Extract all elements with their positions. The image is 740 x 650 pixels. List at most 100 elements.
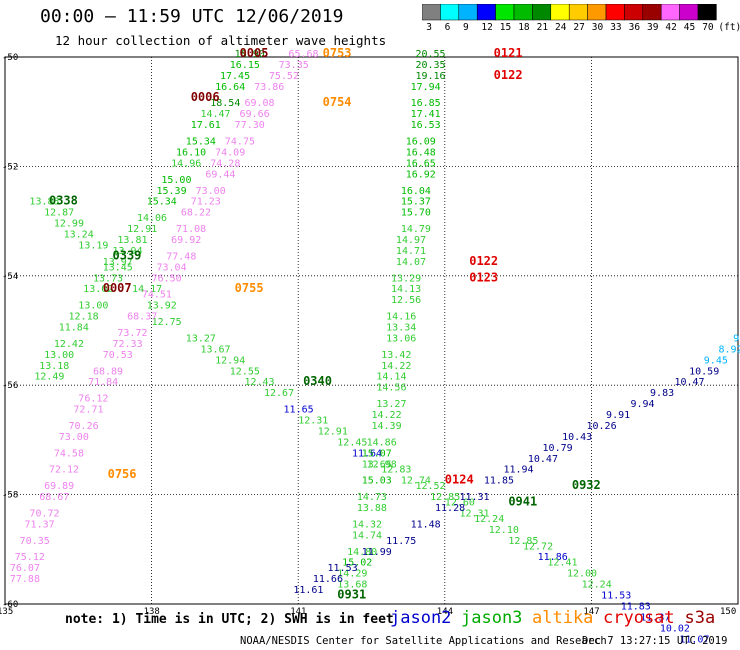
swh-value: 15.34: [186, 137, 216, 148]
swh-value: 14.56: [376, 383, 406, 394]
swh-value: 14.73: [357, 492, 387, 503]
colorbar: [422, 4, 717, 21]
lon-label: 135: [0, 607, 13, 617]
swh-value: 14.97: [396, 235, 426, 246]
swh-value: 14.74: [352, 530, 382, 541]
swh-value: 13.27: [376, 399, 406, 410]
swh-value: 16.10: [176, 147, 206, 158]
swh-value: 12.72: [523, 541, 553, 552]
swh-value: 17.61: [191, 120, 221, 131]
swh-value: 77.48: [166, 251, 196, 262]
swh-value: 11.66: [313, 574, 343, 585]
lat-label: -50: [2, 53, 18, 63]
swh-value: 73.72: [117, 328, 147, 339]
swh-value: 75.12: [15, 552, 45, 563]
lat-label: -52: [2, 162, 18, 172]
swh-value: 72.33: [113, 339, 143, 350]
swh-value: 71.08: [176, 224, 206, 235]
pass-time-label: 0122: [494, 68, 523, 82]
colorbar-label-27: 27: [573, 22, 585, 33]
swh-value: 15.03: [362, 476, 392, 487]
swh-value: 77.30: [235, 120, 265, 131]
swh-value: 12.99: [54, 219, 84, 230]
swh-value: 14.07: [396, 257, 426, 268]
pass-time-label: 0123: [469, 270, 498, 284]
swh-value: 69.08: [244, 98, 274, 109]
pass-time-label: 0754: [323, 95, 352, 109]
swh-value: 73.00: [59, 432, 89, 443]
swh-value: 10.47: [674, 377, 704, 388]
swh-value: 12.43: [244, 377, 274, 388]
swh-value: 12.10: [489, 525, 519, 536]
swh-value: 74.75: [225, 137, 255, 148]
swh-value: 12.87: [44, 208, 74, 219]
pass-time-label: 0932: [572, 478, 601, 492]
swh-value: 13.67: [200, 344, 230, 355]
lon-label: 138: [144, 607, 160, 617]
swh-value: 69.92: [171, 235, 201, 246]
pass-time-label: 0121: [494, 46, 523, 60]
colorbar-label-6: 6: [444, 22, 451, 33]
swh-value: 10.47: [528, 454, 558, 465]
swh-value: 12.45: [337, 437, 367, 448]
colorbar-label-12: 12: [481, 22, 493, 33]
swh-value: 76.50: [152, 273, 182, 284]
swh-value: 12.31: [459, 508, 489, 519]
pass-time-label: 0339: [113, 248, 142, 262]
swh-value: 71.37: [25, 519, 55, 530]
swh-value: 16.92: [406, 169, 436, 180]
swh-value: 12.52: [415, 481, 445, 492]
swh-value: 11.64: [352, 448, 382, 459]
swh-value: 14.86: [367, 437, 397, 448]
swh-value: 75.52: [269, 71, 299, 82]
swh-value: 14.32: [352, 519, 382, 530]
swh-value: 74.58: [54, 448, 84, 459]
legend-jason3: jason3: [461, 608, 523, 628]
swh-value: 13.94: [113, 246, 143, 257]
swh-value: 13.88: [357, 503, 387, 514]
swh-value: 10.43: [562, 432, 592, 443]
swh-value: 16.65: [406, 158, 436, 169]
colorbar-label-9: 9: [463, 22, 469, 33]
swh-value: 13.02: [83, 284, 113, 295]
swh-value: 12.49: [34, 372, 64, 383]
swh-value: 14.39: [372, 421, 402, 432]
swh-value: 12.83: [381, 465, 411, 476]
swh-value: 11.83: [621, 601, 651, 612]
swh-value: 14.22: [381, 361, 411, 372]
swh-value: 11.31: [459, 492, 489, 503]
swh-value: 15.70: [401, 208, 431, 219]
swh-value: 13.24: [64, 230, 94, 241]
swh-value: 12.85: [508, 536, 538, 547]
swh-value: 9.94: [630, 399, 654, 410]
swh-value: 15.02: [342, 558, 372, 569]
swh-value: 72.12: [49, 465, 79, 476]
swh-value: 71.84: [88, 377, 118, 388]
swh-value: 14.29: [337, 569, 367, 580]
swh-value: 69.44: [205, 169, 235, 180]
swh-value: 12.56: [391, 295, 421, 306]
swh-value: 14.22: [372, 410, 402, 421]
legend-altika: altika: [532, 608, 594, 628]
pass-time-label: 0007: [103, 281, 132, 295]
swh-value: 18.90: [235, 49, 265, 60]
colorbar-label-18: 18: [518, 22, 530, 33]
swh-value: 12.31: [298, 415, 328, 426]
swh-value: 11.84: [59, 323, 89, 334]
swh-value: 13.68: [337, 580, 367, 591]
swh-value: 17.94: [411, 82, 441, 93]
swh-value: 14.71: [396, 246, 426, 257]
swh-value: 9.45: [704, 355, 728, 366]
swh-value: 10.26: [587, 421, 617, 432]
swh-value: 16.15: [230, 60, 260, 71]
swh-value: 20.35: [415, 60, 445, 71]
swh-value: 13.92: [147, 301, 177, 312]
swh-value: 13.18: [39, 361, 69, 372]
pass-time-label: 0005: [240, 46, 269, 60]
swh-value: 11.07: [679, 634, 709, 645]
lon-label: 150: [720, 607, 736, 617]
colorbar-label-70: 70: [702, 22, 714, 33]
swh-value: 11.61: [293, 585, 323, 596]
colorbar-label-36: 36: [628, 22, 641, 33]
swh-value: 14.16: [386, 312, 416, 323]
